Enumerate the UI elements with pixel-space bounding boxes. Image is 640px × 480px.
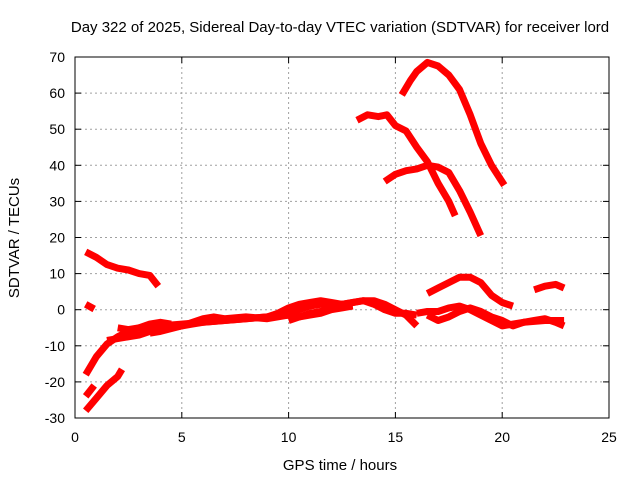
y-tick-label: 50 [49,121,65,137]
y-tick-label: 70 [49,49,65,65]
series-arc-8 [149,300,353,337]
x-tick-label: 10 [281,429,297,445]
series-arc-4 [82,383,97,399]
x-tick-label: 20 [494,429,510,445]
y-tick-label: 60 [49,85,65,101]
series-arc-11 [382,161,484,238]
y-tick-label: -30 [45,410,65,426]
x-tick-label: 0 [71,429,79,445]
x-tick-label: 5 [178,429,186,445]
grid-lines [75,57,609,418]
y-tick-label: 40 [49,157,65,173]
x-tick-labels: 0 5 10 15 20 25 [71,429,617,445]
series-arc-10 [355,111,459,218]
y-tick-label: 30 [49,193,65,209]
x-tick-label: 15 [388,429,404,445]
y-tick-label: 20 [49,230,65,246]
series-arc-16 [533,280,566,294]
y-tick-label: 10 [49,266,65,282]
data-series-group [82,58,566,414]
series-arc-15 [425,273,515,310]
series-arc-2 [84,301,96,313]
y-tick-label: 0 [57,302,65,318]
y-tick-label: -20 [45,374,65,390]
y-axis-label: SDTVAR / TECUs [6,178,23,298]
chart-title: Day 322 of 2025, Sidereal Day-to-day VTE… [71,19,609,36]
y-tick-labels: -30 -20 -10 0 10 20 30 40 50 60 70 [45,49,65,426]
x-tick-label: 25 [601,429,617,445]
series-arc-1 [84,248,162,289]
x-axis-label: GPS time / hours [283,457,397,474]
series-arc-9 [287,302,354,324]
series-arc-5 [83,367,126,414]
y-tick-label: -10 [45,338,65,354]
series-arc-12 [398,58,508,188]
series-arc-14 [425,304,566,330]
axis-ticks [74,56,610,419]
